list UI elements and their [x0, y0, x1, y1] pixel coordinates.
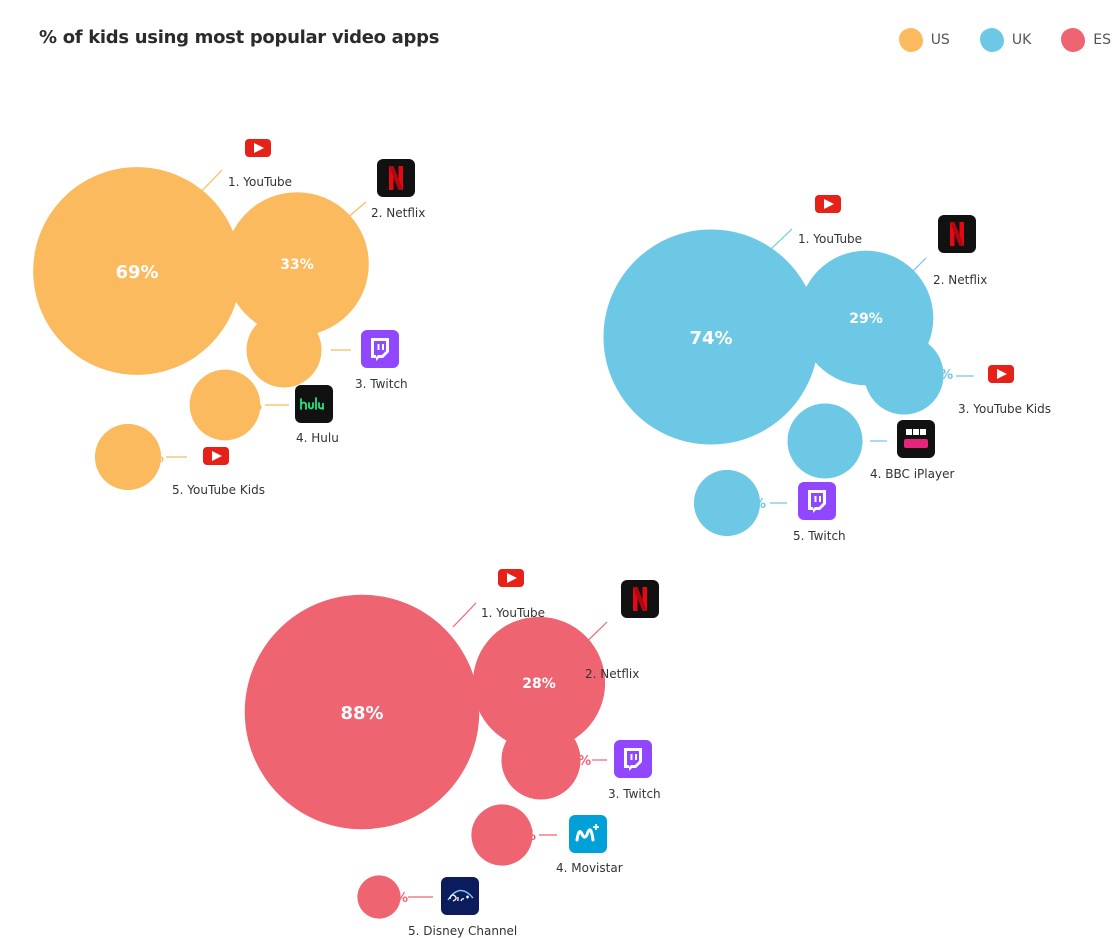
youtube-icon [245, 139, 271, 157]
bubble-value-us-2: 33% [280, 257, 314, 273]
chart-title: % of kids using most popular video apps [39, 27, 440, 48]
bubble-group-uk: 74% 1. YouTube 29% 2. Netflix 10% 3. YouTube … [603, 228, 1051, 543]
bubble-group-us: 69% 1. YouTube 33% 2. Netflix 9% 3. Twitch 8% 4… [33, 167, 425, 497]
youtube-icon [498, 569, 524, 587]
netflix-icon [621, 580, 659, 618]
bubble-uk-3 [864, 335, 944, 415]
bubble-value-uk-2: 29% [849, 311, 883, 327]
app-label-uk-3: 3. YouTube Kids [958, 402, 1051, 416]
bubble-value-es-2: 28% [522, 676, 556, 692]
bubble-es-4 [471, 804, 533, 866]
app-label-es-1: 1. YouTube [481, 606, 545, 620]
app-label-us-4: 4. Hulu [296, 431, 339, 445]
bubble-value-us-5: 7% [142, 451, 164, 466]
bubble-value-uk-3: 10% [922, 368, 953, 383]
app-label-uk-5: 5. Twitch [793, 529, 846, 543]
netflix-icon [377, 159, 415, 197]
legend-item-es: ES [1061, 28, 1111, 52]
bubble-us-3 [246, 312, 322, 388]
bbc-iplayer-icon [897, 420, 935, 458]
bubble-value-es-5: 3% [386, 891, 408, 906]
app-label-es-4: 4. Movistar [556, 861, 623, 875]
youtube-kids-icon [203, 447, 229, 465]
bubble-value-us-4: 8% [240, 399, 262, 414]
netflix-icon [938, 215, 976, 253]
bubble-us-5 [94, 423, 162, 491]
app-label-es-3: 3. Twitch [608, 787, 661, 801]
bubble-value-es-3: 10% [560, 754, 591, 769]
bubble-value-es-4: 6% [514, 829, 536, 844]
legend-label-us: US [930, 32, 950, 48]
bubble-value-uk-5: 7% [744, 497, 766, 512]
app-label-us-1: 1. YouTube [228, 175, 292, 189]
bubble-value-us-1: 69% [115, 262, 158, 283]
leader-line [452, 602, 477, 628]
bubble-es-1 [244, 594, 480, 830]
disney-plus-icon [441, 877, 479, 915]
app-label-us-2: 2. Netflix [371, 206, 425, 220]
bubble-es-2 [472, 616, 606, 750]
legend-swatch-uk [979, 28, 1004, 52]
twitch-icon [614, 740, 652, 778]
legend-swatch-es [1061, 28, 1086, 52]
app-label-uk-2: 2. Netflix [933, 273, 987, 287]
bubble-value-uk-1: 74% [689, 328, 732, 349]
hulu-icon [295, 385, 333, 423]
legend-swatch-us [898, 28, 923, 52]
bubble-group-es: 88% 1. YouTube 28% 2. Netflix 10% 3. Twitch 6%… [244, 594, 661, 938]
movistar-icon [569, 815, 607, 853]
app-label-es-5: 5. Disney Channel [408, 924, 517, 938]
app-label-uk-4: 4. BBC iPlayer [870, 467, 954, 481]
app-label-us-5: 5. YouTube Kids [172, 483, 265, 497]
bubble-uk-4 [787, 403, 863, 479]
bubble-value-uk-4: 9% [841, 434, 863, 449]
app-label-es-2: 2. Netflix [585, 667, 639, 681]
bubble-value-us-3: 9% [299, 343, 321, 358]
twitch-icon [361, 330, 399, 368]
bubble-us-1 [33, 167, 241, 375]
leader-line [769, 228, 793, 251]
app-label-uk-1: 1. YouTube [798, 232, 862, 246]
legend-label-es: ES [1093, 32, 1111, 48]
app-label-us-3: 3. Twitch [355, 377, 408, 391]
bubble-uk-1 [603, 229, 819, 445]
bubble-es-3 [501, 720, 581, 800]
legend-item-uk: UK [979, 28, 1032, 52]
legend-item-us: US [898, 28, 950, 52]
legend-label-uk: UK [1011, 32, 1032, 48]
bubble-us-2 [225, 192, 369, 336]
legend: US UK ES [898, 28, 1111, 52]
bubble-value-es-1: 88% [340, 703, 383, 724]
bubble-uk-5 [693, 469, 761, 537]
youtube-icon [815, 195, 841, 213]
twitch-icon [798, 482, 836, 520]
bubble-es-5 [357, 875, 401, 919]
youtube-kids-icon [988, 365, 1014, 383]
bubble-us-4 [189, 369, 261, 441]
